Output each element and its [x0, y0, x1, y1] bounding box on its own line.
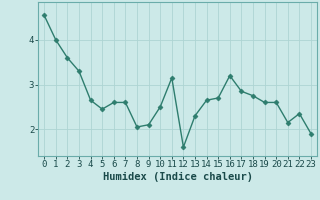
X-axis label: Humidex (Indice chaleur): Humidex (Indice chaleur) [103, 172, 252, 182]
